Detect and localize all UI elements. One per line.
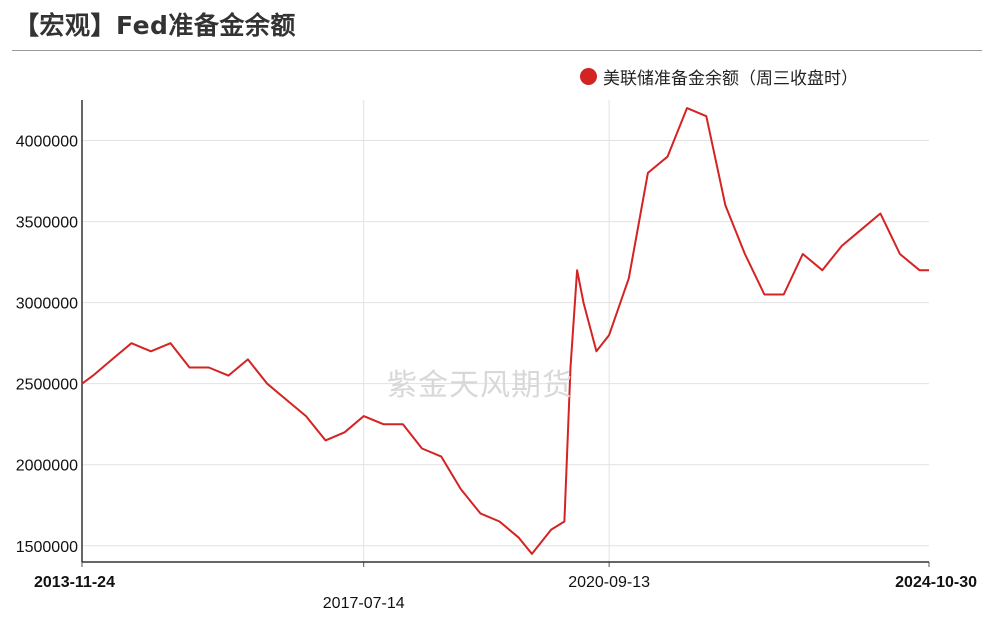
y-tick-label: 4000000 (16, 134, 78, 151)
y-tick-label: 3500000 (16, 215, 78, 232)
y-tick-label: 2500000 (16, 377, 78, 394)
series-line-reserve-balance (81, 107, 929, 555)
x-tick-label: 2024-10-30 (895, 574, 977, 591)
watermark: 紫金天风期货 (387, 368, 573, 403)
y-tick-label: 3000000 (16, 296, 78, 313)
legend-label: 美联储准备金余额（周三收盘时） (603, 69, 858, 89)
x-tick-label: 2013-11-24 (34, 574, 115, 591)
legend-marker (580, 68, 597, 85)
title-divider (12, 50, 982, 51)
y-tick-label: 2000000 (16, 458, 78, 475)
x-tick-label: 2017-07-14 (323, 595, 405, 612)
page-title: 【宏观】Fed准备金余额 (14, 11, 296, 40)
chart-legend: 美联储准备金余额（周三收盘时） (580, 64, 858, 89)
y-tick-label: 1500000 (16, 539, 78, 556)
x-tick-label: 2020-09-13 (568, 574, 650, 591)
